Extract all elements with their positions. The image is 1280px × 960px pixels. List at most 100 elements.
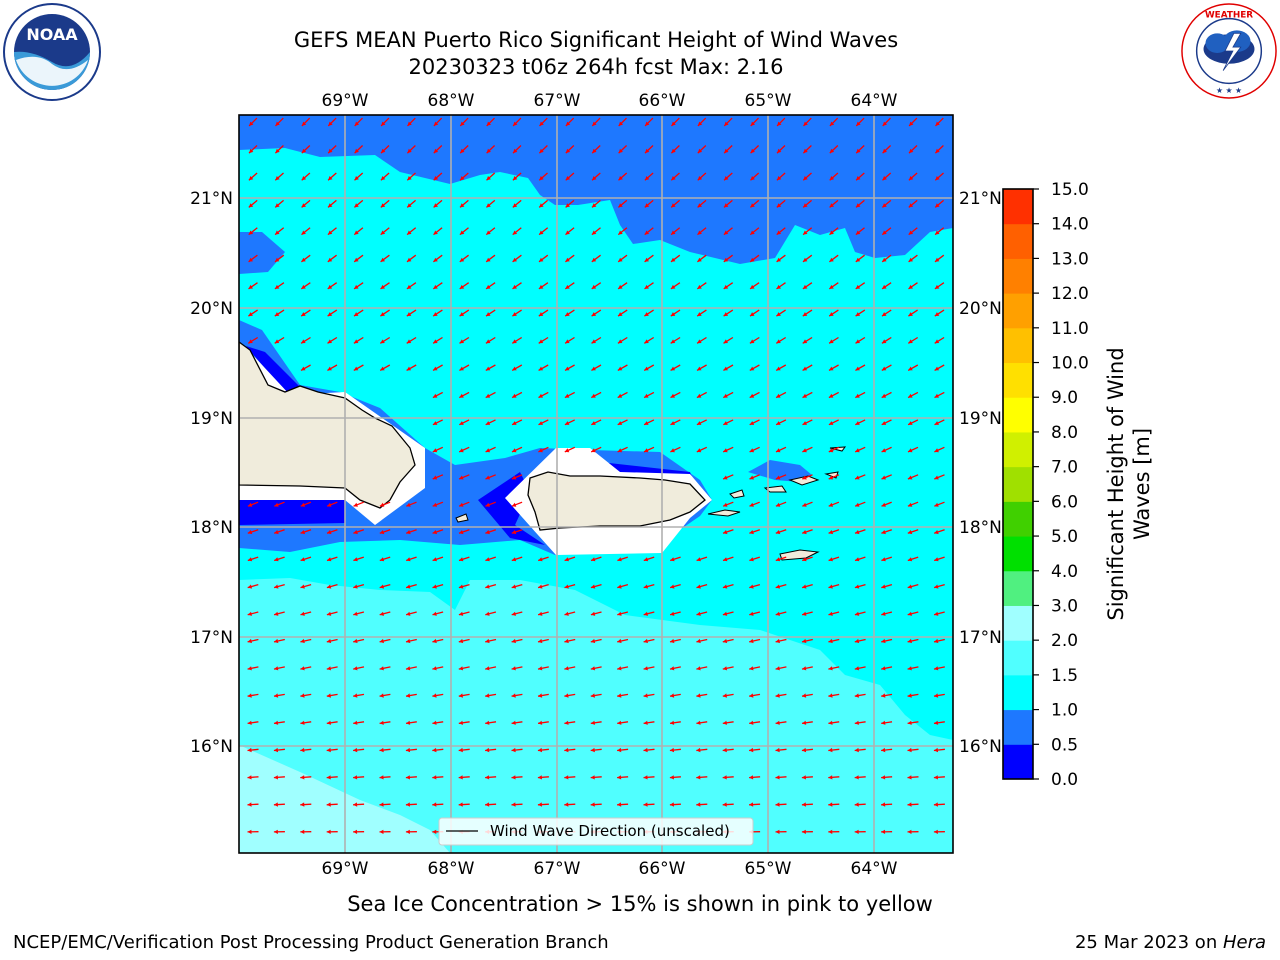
wave-direction-arrowhead xyxy=(486,121,491,126)
wave-direction-arrowhead xyxy=(855,448,860,453)
wave-direction-arrowhead xyxy=(353,530,358,535)
wave-direction-arrowhead xyxy=(617,448,623,453)
wave-direction-arrowhead xyxy=(432,747,437,753)
wave-direction-arrowhead xyxy=(353,502,358,507)
wave-direction-arrowhead xyxy=(696,720,701,725)
wave-direction-arrowhead xyxy=(855,530,860,535)
wave-direction-arrowhead xyxy=(670,448,675,453)
wave-direction-arrowhead xyxy=(565,121,571,126)
wave-direction-arrowhead xyxy=(538,693,543,698)
wave-direction-arrowhead xyxy=(512,393,517,398)
wave-direction-arrowhead xyxy=(776,284,781,289)
wave-direction-arrowhead xyxy=(645,148,650,154)
wave-direction-arrowhead xyxy=(407,148,412,154)
wave-direction-arrowhead xyxy=(644,176,650,181)
wave-direction-arrowhead xyxy=(539,203,544,208)
wave-direction-arrowhead xyxy=(697,203,702,208)
wave-direction-arrowhead xyxy=(511,747,516,753)
wave-direction-arrowhead xyxy=(934,693,939,698)
wave-direction-arrowhead xyxy=(300,775,305,780)
lat-tick-label: 16°N xyxy=(959,737,1002,757)
wave-direction-arrowhead xyxy=(669,775,674,780)
wave-direction-arrowhead xyxy=(354,203,359,208)
wave-direction-arrowhead xyxy=(776,421,781,425)
wave-direction-arrowhead xyxy=(618,312,623,317)
wave-direction-arrowhead xyxy=(538,584,543,589)
wave-direction-arrowhead xyxy=(326,666,332,671)
wave-direction-arrowhead xyxy=(459,284,465,289)
wave-direction-arrowhead xyxy=(564,448,570,453)
wave-direction-arrowhead xyxy=(538,284,544,289)
wave-direction-arrowhead xyxy=(670,584,675,589)
wave-direction-arrowhead xyxy=(300,638,305,644)
wave-direction-arrowhead xyxy=(247,720,252,725)
wave-direction-arrowhead xyxy=(802,611,807,616)
wave-direction-arrowhead xyxy=(856,176,861,181)
wave-direction-arrowhead xyxy=(696,448,702,453)
colorbar-tick-label: 10.0 xyxy=(1051,354,1089,374)
wave-direction-arrowhead xyxy=(617,666,622,671)
wave-direction-arrowhead xyxy=(829,148,835,154)
wave-direction-arrowhead xyxy=(749,775,754,780)
band-0-5-to-1-0-north xyxy=(239,115,953,264)
lon-tick-label: 65°W xyxy=(745,859,792,879)
wave-direction-arrowhead xyxy=(669,802,674,807)
wave-direction-arrowhead xyxy=(512,366,517,371)
chart-subtitle: 20230323 t06z 264h fcst Max: 2.16 xyxy=(408,55,784,79)
colorbar-tick-label: 5.0 xyxy=(1051,527,1078,547)
land-hispaniola xyxy=(239,341,416,509)
wave-direction-arrowhead xyxy=(460,121,465,126)
wave-direction-arrowhead xyxy=(486,203,491,208)
wave-direction-arrowhead xyxy=(802,720,807,725)
wave-direction-arrowhead xyxy=(354,284,359,289)
wave-direction-arrowhead xyxy=(248,257,253,262)
land-puerto-rico xyxy=(527,471,706,531)
wave-direction-arrowhead xyxy=(301,121,307,126)
wave-direction-arrowhead xyxy=(433,203,438,208)
wave-direction-arrowhead xyxy=(511,775,516,780)
wave-direction-arrowhead xyxy=(326,638,332,644)
chart-title: GEFS MEAN Puerto Rico Significant Height… xyxy=(293,28,899,52)
wave-direction-arrowhead xyxy=(511,584,517,589)
lat-tick-label: 16°N xyxy=(190,737,233,757)
wave-direction-arrowhead xyxy=(881,339,887,344)
wave-direction-arrowhead xyxy=(433,257,438,262)
colorbar-segment xyxy=(1003,640,1033,676)
wave-direction-arrowhead xyxy=(907,475,913,480)
wave-direction-arrowhead xyxy=(697,121,703,126)
wave-direction-arrowhead xyxy=(696,421,702,425)
wave-direction-arrowhead xyxy=(591,339,596,344)
wave-direction-arrowhead xyxy=(723,448,728,453)
wave-direction-arrowhead xyxy=(802,502,807,507)
wave-direction-arrowhead xyxy=(618,176,623,181)
wave-direction-arrowhead xyxy=(405,802,410,807)
wave-direction-arrowhead xyxy=(590,638,596,644)
wave-direction-arrowhead xyxy=(459,257,465,262)
lon-tick-label: 68°W xyxy=(428,91,475,111)
wave-direction-arrowhead xyxy=(723,366,728,371)
wave-direction-arrowhead xyxy=(327,257,333,262)
wave-direction-arrowhead xyxy=(538,611,543,616)
wave-direction-arrowhead xyxy=(590,720,595,725)
wave-direction-arrowhead xyxy=(275,176,280,181)
lat-tick-label: 20°N xyxy=(190,299,233,319)
colorbar-segment xyxy=(1003,431,1033,468)
wave-direction-arrowhead xyxy=(855,230,861,235)
wave-direction-arrowhead xyxy=(617,802,622,807)
wave-direction-arrowhead xyxy=(379,693,384,698)
band-0-5-to-1-0-west-blob xyxy=(239,232,285,274)
wave-direction-arrowhead xyxy=(379,530,385,535)
wave-direction-arrowhead xyxy=(934,666,939,671)
colorbar-segment xyxy=(1003,709,1033,745)
wave-direction-arrowhead xyxy=(775,475,781,480)
lat-tick-label: 21°N xyxy=(190,189,233,209)
wave-direction-arrowhead xyxy=(432,557,437,562)
wave-direction-arrowhead xyxy=(328,148,333,154)
wave-direction-arrowhead xyxy=(275,203,280,208)
wave-direction-arrowhead xyxy=(432,584,437,589)
wave-direction-arrowhead xyxy=(485,502,490,507)
wave-direction-arrowhead xyxy=(247,502,253,507)
wave-direction-arrowhead xyxy=(327,557,332,562)
wave-direction-arrowhead xyxy=(776,339,781,344)
